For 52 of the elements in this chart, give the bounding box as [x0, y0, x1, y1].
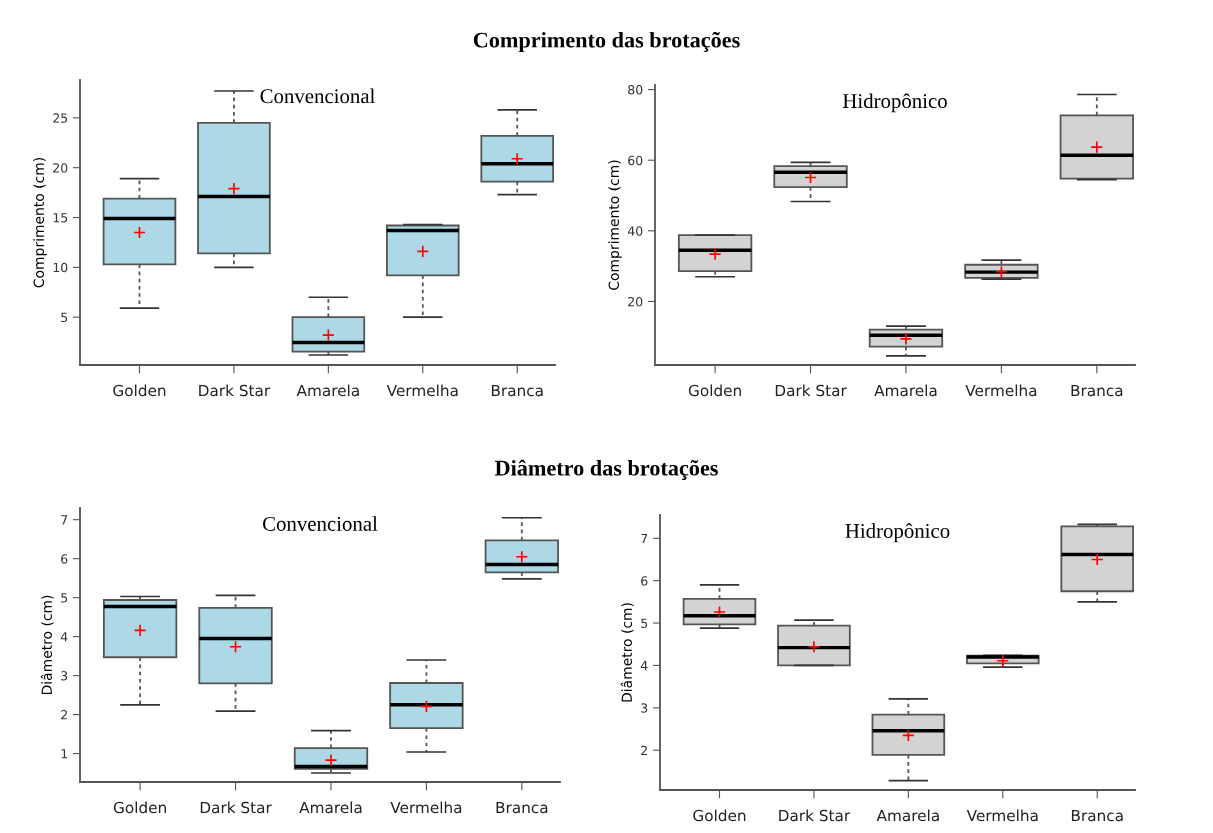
x-tick-label: Branca — [496, 801, 548, 814]
y-tick-label: 1 — [61, 749, 68, 759]
y-tick-label: 6 — [641, 576, 648, 586]
x-tick-label: Golden — [113, 384, 166, 397]
y-tick-label: 7 — [61, 515, 68, 525]
text: Comprimento das brotações — [473, 31, 740, 53]
x-tick-label: Dark Star — [200, 801, 272, 814]
y-tick-label: 2 — [61, 710, 67, 720]
y-tick-label: 80 — [628, 85, 643, 95]
y-tick-label: 5 — [641, 618, 648, 628]
x-tick-label: Amarela — [876, 809, 939, 822]
x-tick-label: Golden — [688, 384, 741, 397]
y-tick-label: 40 — [627, 226, 643, 236]
y-tick-label: 15 — [53, 213, 68, 223]
x-tick-label: Vermelha — [386, 384, 458, 397]
y-tick-label: 3 — [641, 703, 648, 713]
x-tick-label: Branca — [1071, 384, 1123, 397]
y-tick-label: 7 — [641, 533, 648, 544]
y-tick-label: 4 — [640, 661, 648, 671]
y-tick-label: 10 — [53, 262, 68, 273]
x-tick-label: Dark Star — [199, 384, 271, 397]
x-tick-label: Amarela — [299, 801, 362, 814]
y-tick-label: 6 — [61, 554, 68, 564]
y-tick-label: 20 — [53, 163, 68, 173]
x-tick-label: Golden — [113, 801, 166, 814]
x-tick-label: Branca — [491, 384, 543, 397]
x-tick-label: Dark Star — [779, 809, 851, 822]
chart-title: Convencional — [260, 88, 375, 104]
x-tick-label: Golden — [693, 809, 746, 822]
x-tick-label: Amarela — [296, 384, 359, 397]
x-tick-label: Vermelha — [965, 384, 1037, 397]
y-tick-label: 5 — [61, 312, 68, 323]
x-tick-label: Vermelha — [390, 801, 462, 814]
chart-title: Hidropônico — [845, 523, 950, 543]
y-tick-label: 25 — [53, 113, 68, 123]
text: Diâmetro das brotações — [494, 459, 718, 480]
y-tick-label: 60 — [628, 155, 643, 166]
y-tick-label: 4 — [60, 632, 68, 642]
y-axis-title: Comprimento (cm) — [608, 160, 622, 290]
chart-title: Convencional — [263, 516, 378, 531]
y-axis-title: Comprimento (cm) — [33, 158, 47, 288]
y-tick-label: 5 — [61, 593, 68, 603]
y-tick-label: 20 — [628, 296, 643, 307]
y-axis-title: Diâmetro (cm) — [40, 595, 54, 695]
x-tick-label: Vermelha — [966, 809, 1038, 822]
x-tick-label: Dark Star — [775, 384, 847, 397]
x-tick-label: Amarela — [874, 384, 937, 397]
x-tick-label: Branca — [1071, 809, 1123, 822]
y-tick-label: 2 — [641, 745, 647, 755]
y-axis-title: Diâmetro (cm) — [620, 603, 634, 702]
chart-title: Hidropônico — [842, 93, 947, 113]
y-tick-label: 3 — [61, 671, 68, 681]
